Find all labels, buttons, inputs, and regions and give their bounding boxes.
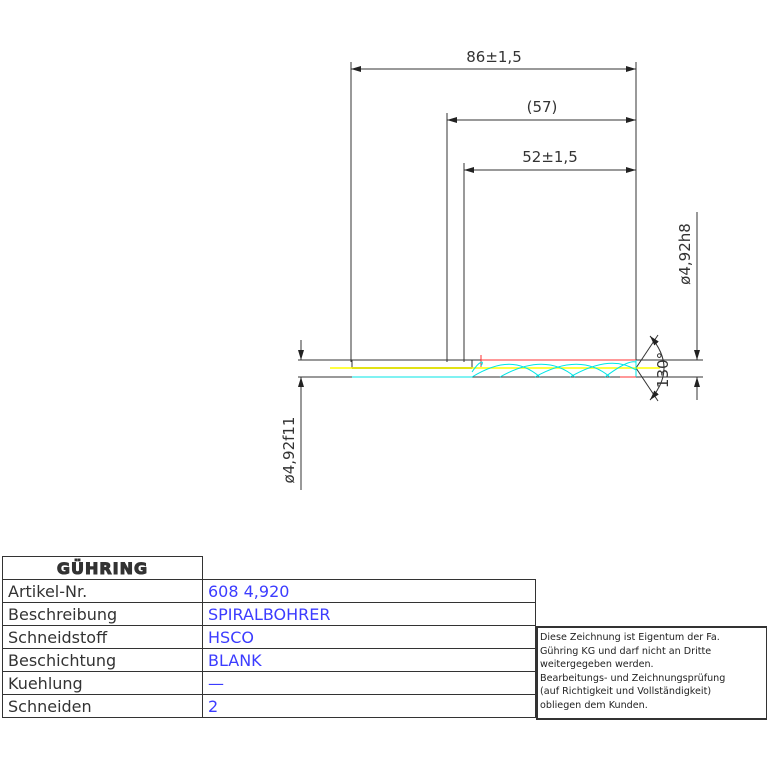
note-line: Gühring KG und darf nicht an Dritte [540,645,712,657]
dim-overall-length: 86±1,5 [466,48,522,66]
dim-shank-diameter: ø4,92f11 [280,417,298,484]
table-row: Kuehlung — [2,671,536,695]
table-row: Beschichtung BLANK [2,648,536,672]
row-value: 608 4,920 [202,579,536,603]
table-row: Artikel-Nr. 608 4,920 [2,579,536,603]
dim-flute-length: 52±1,5 [522,148,578,166]
note-line: weitergegeben werden. [540,659,654,670]
table-row: Schneiden 2 [2,694,536,718]
note-line: Bearbeitungs- und Zeichnungsprüfung [540,672,726,684]
row-label: Schneidstoff [2,625,203,649]
row-value: BLANK [202,648,536,672]
row-value: — [202,671,536,695]
table-row: Schneidstoff HSCO [2,625,536,649]
dim-reference-length: (57) [527,98,558,116]
extension-lines [298,62,703,378]
row-label: Beschreibung [2,602,203,626]
row-value: HSCO [202,625,536,649]
guehring-logo: GÜHRING [2,556,203,580]
note-line: (auf Richtigkeit und Vollständigkeit) [540,686,712,697]
row-value: 2 [202,694,536,718]
dim-point-angle: 130° [654,352,672,388]
dim-body-diameter: ø4,92h8 [676,223,694,285]
row-value: SPIRALBOHRER [202,602,536,626]
drill-body [330,355,660,378]
title-block-table: GÜHRING Artikel-Nr. 608 4,920 Beschreibun… [2,556,536,718]
note-line: Diese Zeichnung ist Eigentum der Fa. [540,632,720,643]
table-row: Beschreibung SPIRALBOHRER [2,602,536,626]
row-label: Beschichtung [2,648,203,672]
dimension-lines [298,66,700,490]
note-line: obliegen dem Kunden. [540,699,648,711]
row-label: Kuehlung [2,671,203,695]
row-label: Schneiden [2,694,203,718]
copyright-note: Diese Zeichnung ist Eigentum der Fa. Güh… [536,626,767,720]
row-label: Artikel-Nr. [2,579,203,603]
